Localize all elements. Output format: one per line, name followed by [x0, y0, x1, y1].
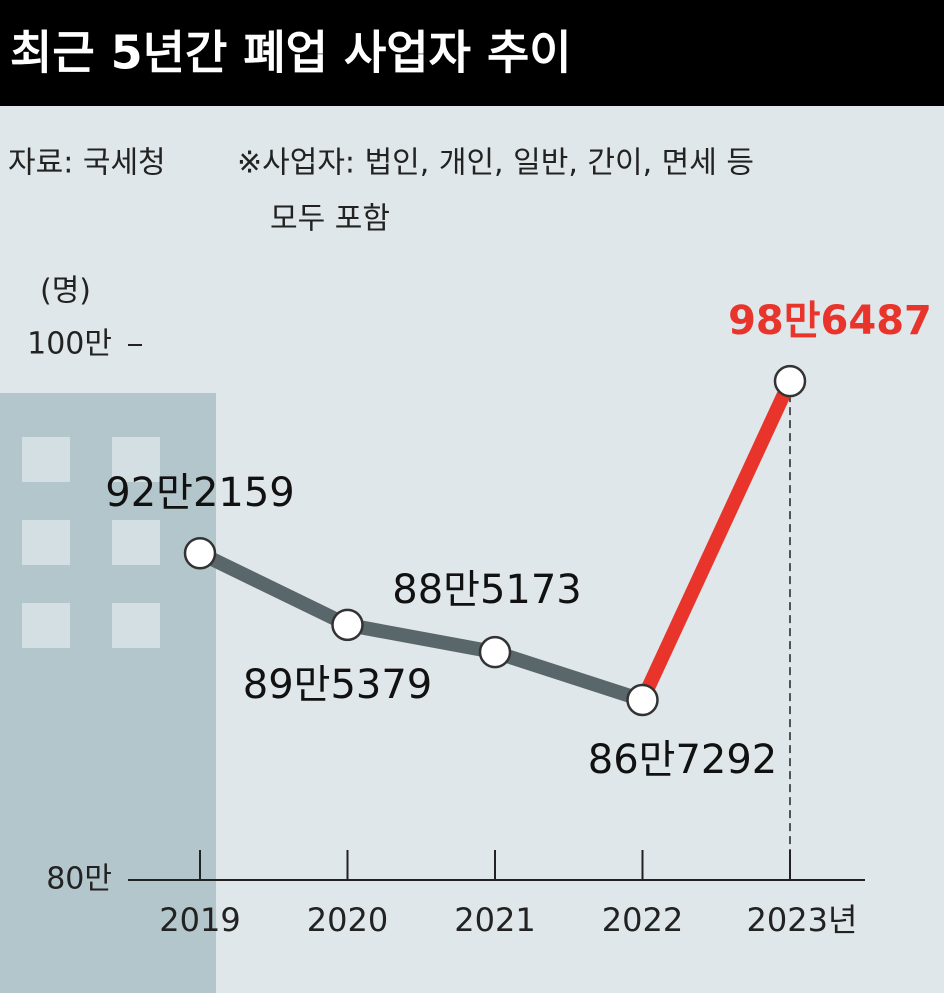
- y-axis-label: (명): [40, 274, 91, 309]
- window: [112, 603, 160, 648]
- note: ※사업자: 법인, 개인, 일반, 간이, 면세 등: [237, 146, 754, 181]
- value-label: 98만6487: [728, 298, 932, 344]
- point: [478, 635, 512, 669]
- point: [183, 536, 217, 570]
- building-decoration: [0, 393, 216, 993]
- window: [22, 437, 70, 482]
- point: [626, 683, 659, 717]
- window: [22, 520, 70, 565]
- window: [22, 603, 70, 648]
- window: [112, 437, 160, 482]
- building: [0, 393, 216, 993]
- x-tick-label: 2021: [454, 901, 535, 939]
- note: 모두 포함: [270, 202, 390, 237]
- value-label: 89만5379: [243, 662, 433, 708]
- line-series-highlight: [636, 378, 797, 703]
- title-bar: [0, 0, 944, 106]
- value-label: 92만2159: [105, 470, 295, 516]
- chart-title: 최근 5년간 폐업 사업자 추이: [10, 26, 572, 80]
- x-tick-label: 2023년: [747, 901, 858, 939]
- y-tick-label: 100만: [27, 327, 112, 362]
- source: 자료: 국세청: [8, 146, 166, 181]
- point: [331, 608, 364, 642]
- line-series: [196, 546, 645, 707]
- point: [773, 364, 807, 398]
- window: [112, 520, 160, 565]
- value-label: 88만5173: [392, 567, 582, 613]
- x-tick-label: 2022: [602, 901, 683, 939]
- x-tick-label: 2020: [307, 901, 388, 939]
- y-tick-label: 80만: [46, 862, 112, 897]
- value-label: 86만7292: [588, 737, 778, 783]
- x-tick-label: 2019: [159, 901, 240, 939]
